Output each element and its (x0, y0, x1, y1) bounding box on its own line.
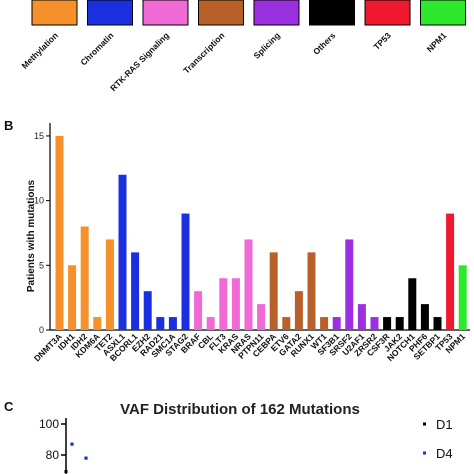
bar-CBL (206, 317, 215, 330)
bar-SMC1A (168, 317, 177, 330)
bar-FLT3 (219, 278, 228, 330)
bar-BRAF (194, 291, 203, 330)
bar-IDH1 (68, 265, 77, 330)
bar-PHF6 (420, 304, 429, 330)
y-tick-label-2: 10 (34, 196, 44, 206)
legend-swatch-0 (31, 0, 78, 26)
bar-ZRSR2 (370, 317, 379, 330)
y-tick-label-1: 5 (39, 260, 44, 270)
vaf-legend-marker-1 (423, 451, 426, 455)
legend-label-0: Methylation (19, 30, 59, 70)
legend-swatch-2 (142, 0, 189, 26)
legend-swatch-3 (198, 0, 244, 26)
legend-swatch-1 (87, 0, 133, 26)
legend-label-3: Transcription (181, 30, 226, 75)
bar-EZH2 (143, 291, 152, 330)
vaf-legend-label-0: D1 (436, 417, 453, 432)
y-axis-label: Patients with mutations (26, 179, 37, 292)
y-tick-label-0: 0 (39, 325, 44, 335)
bar-NRAS (244, 239, 253, 330)
bar-ASXL1 (118, 174, 127, 330)
bar-RAD21 (156, 317, 165, 330)
bar-CSF3R (383, 317, 392, 330)
bar-KDM6A (93, 317, 102, 330)
legend-swatch-7 (420, 0, 466, 26)
legend-label-7: NPM1 (425, 30, 449, 54)
vaf-legend-label-1: D4 (436, 446, 453, 461)
legend-swatch-5 (309, 0, 355, 26)
legend-label-5: Others (311, 30, 338, 57)
bar-STAG2 (181, 213, 190, 330)
bar-SETBP1 (433, 317, 442, 330)
bar-ETV6 (282, 317, 291, 330)
bar-TP53 (446, 213, 455, 330)
bar-PTPN11 (257, 304, 266, 330)
bar-WT1 (320, 317, 329, 330)
bar-GATA2 (294, 291, 303, 330)
y-tick-label-3: 15 (34, 131, 44, 141)
vaf-title: VAF Distribution of 162 Mutations (120, 401, 360, 418)
bar-CEBPA (269, 252, 278, 330)
bar-NOTCH1 (408, 278, 417, 330)
legend-swatch-4 (253, 0, 300, 26)
bar-SF3B1 (332, 317, 341, 330)
bar-IDH2 (80, 226, 89, 330)
bar-TET2 (105, 239, 114, 330)
bar-JAK2 (395, 317, 404, 330)
bar-RUNX1 (307, 252, 316, 330)
vaf-scatter: 100 80 D1 D4 (39, 417, 453, 474)
panel-c-letter: C (4, 399, 14, 414)
bar-SRSF2 (345, 239, 354, 330)
legend-label-4: Splicing (251, 30, 281, 60)
bar-U2AF1 (357, 304, 366, 330)
bar-BCORL1 (131, 252, 140, 330)
vaf-point-axis (64, 470, 68, 473)
bar-DNMT3A (55, 135, 64, 330)
vaf-y-tick-label-1: 80 (46, 448, 60, 462)
legend-swatch-6 (364, 0, 411, 26)
legend-label-1: Chromatin (78, 30, 115, 67)
legend-label-6: TP53 (371, 30, 393, 52)
legend-label-2: RTK-RAS Signaling (108, 30, 171, 93)
vaf-point-0 (70, 442, 74, 446)
bar-KRAS (231, 278, 240, 330)
vaf-point-1 (84, 456, 88, 460)
vaf-y-tick-label-0: 100 (39, 417, 59, 431)
bar-NPM1 (458, 265, 467, 330)
mutation-bar-chart: 051015DNMT3AIDH1IDH2KDM6ATET2ASXL1BCORL1… (32, 123, 470, 363)
vaf-legend-marker-0 (423, 422, 426, 426)
panel-b-letter: B (4, 118, 13, 133)
